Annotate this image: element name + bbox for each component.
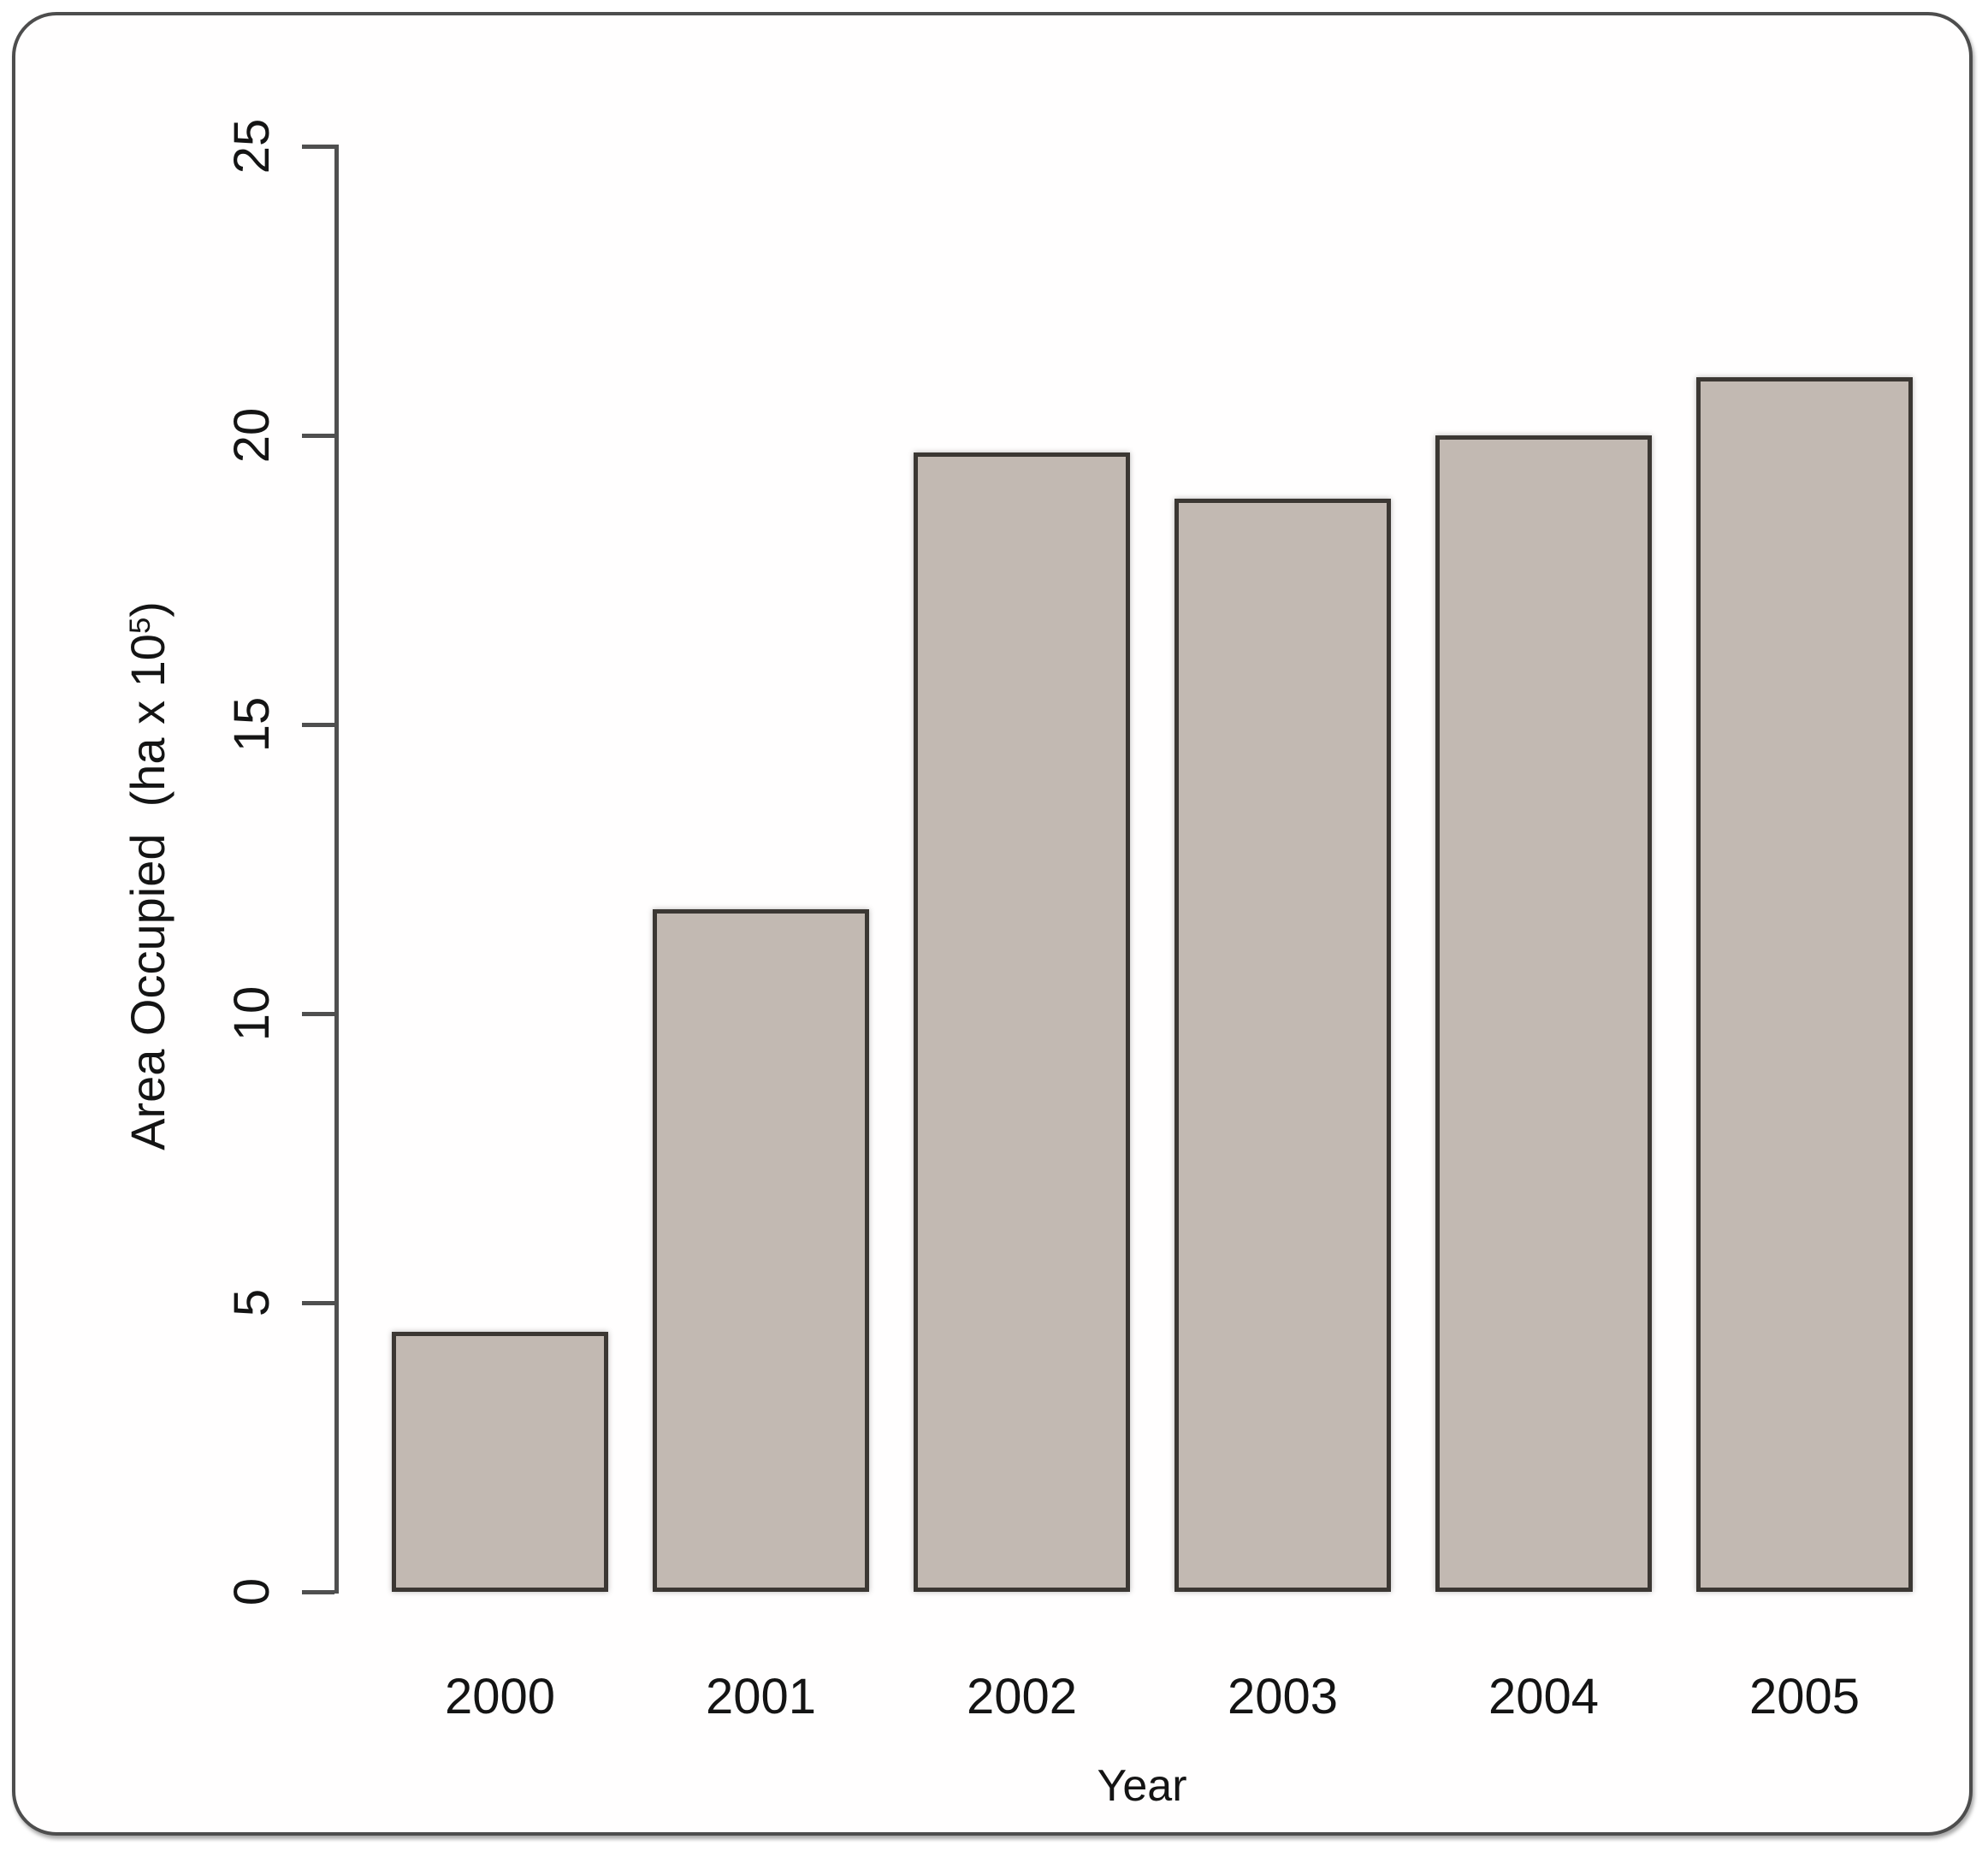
y-axis-tick-label: 15 [224, 696, 280, 753]
bar-2000 [392, 1332, 608, 1592]
y-axis-tick-label: 5 [224, 1288, 280, 1317]
y-axis-tick-label: 25 [224, 118, 280, 174]
figure-frame: 0 5 10 15 20 25 2000 2001 2002 2003 2004 2005 Area… [12, 12, 1973, 1836]
bar-chart-plot: 0 5 10 15 20 25 2000 2001 2002 2003 2004 2005 Area… [121, 119, 1913, 1808]
y-axis-tick-label: 10 [224, 985, 280, 1042]
y-axis-tick-label: 0 [224, 1577, 280, 1606]
y-axis-title-suffix: ) [121, 601, 175, 618]
y-axis-tick [302, 1589, 334, 1594]
x-axis-category-label: 2001 [705, 1669, 817, 1724]
y-axis-title: Area Occupied (ha x 105) [121, 601, 175, 1150]
y-axis-tick [302, 722, 334, 727]
y-axis-title-text: Area Occupied (ha x 10 [121, 634, 175, 1150]
y-axis-tick [302, 1011, 334, 1016]
bar-2004 [1435, 435, 1652, 1592]
x-axis-category-label: 2000 [444, 1669, 556, 1724]
y-axis-line [334, 145, 339, 1594]
x-axis-category-label: 2005 [1748, 1669, 1861, 1724]
y-axis-tick-label: 20 [224, 407, 280, 464]
bar-2001 [653, 909, 869, 1592]
y-axis-title-superscript: 5 [124, 617, 157, 635]
y-axis-tick [302, 433, 334, 438]
y-axis-tick [302, 144, 334, 149]
bar-2002 [914, 452, 1130, 1592]
x-axis-category-label: 2004 [1488, 1669, 1600, 1724]
bar-2005 [1696, 377, 1913, 1592]
bar-2003 [1174, 499, 1391, 1592]
y-axis-tick [302, 1300, 334, 1305]
x-axis-category-label: 2003 [1227, 1669, 1339, 1724]
x-axis-category-label: 2002 [966, 1669, 1078, 1724]
x-axis-title: Year [1097, 1761, 1187, 1811]
